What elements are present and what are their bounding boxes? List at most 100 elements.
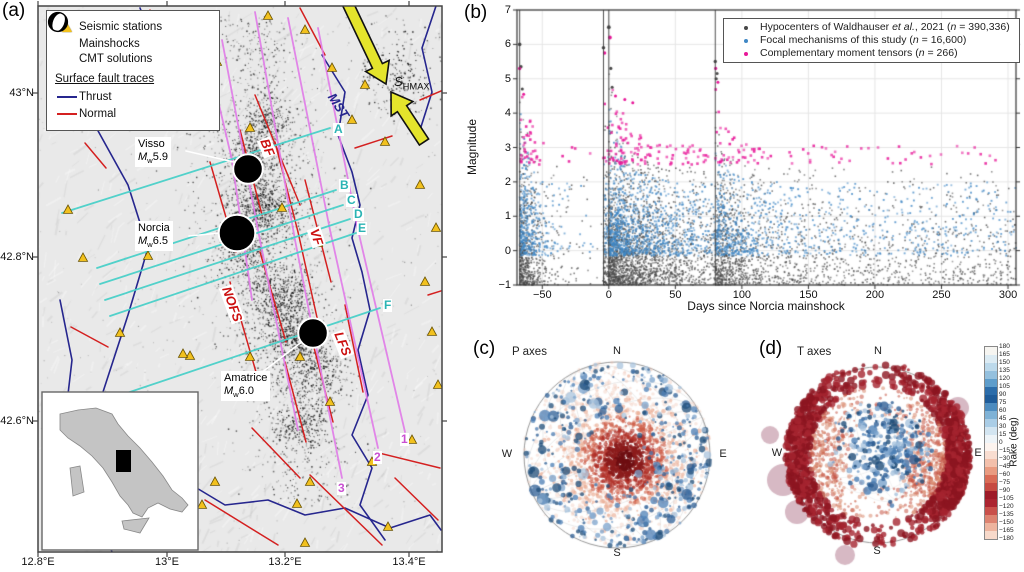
map-lat-tick: 43°N [9,87,34,99]
colorbar-cell [985,491,997,499]
b-x-tick: 250 [932,289,951,301]
seismic-station-marker [142,250,154,260]
d-compass-e: E [974,447,982,459]
b-x-tick: 150 [799,289,818,301]
c-compass-n: N [613,345,621,357]
colorbar-tick: 165 [999,350,1010,358]
map-vector-overlay [33,1,447,557]
b-x-tick: 0 [605,289,612,301]
legend-stations-label: Seismic stations [79,21,163,33]
transect-letter-a: A [333,122,344,137]
colorbar-tick: −165 [999,526,1014,534]
colorbar-cell [985,459,997,467]
scatter-legend: Hypocenters of Waldhauser et al., 2021 (… [723,18,1020,63]
colorbar-cell [985,499,997,507]
shmax-arrow [390,90,430,147]
transect-letter-f: F [383,298,393,313]
colorbar-tick: −45 [999,462,1011,470]
seismic-station-marker [326,62,338,72]
legend-fault-header: Surface fault traces [55,73,155,86]
strand-number-2: 2 [373,450,382,465]
seismic-station-marker [114,327,126,337]
earthquake-label-amatrice: Amatrice Mw6.0 [221,371,271,401]
panel-b-label: (b) [464,2,488,23]
shmax-label: SHMAX [394,74,430,92]
seismic-station-marker [77,252,89,262]
italy-inset-map [41,391,199,551]
b-y-tick: 3 [504,141,511,154]
colorbar-tick: 30 [999,422,1007,430]
d-compass-w: W [771,447,783,459]
colorbar-tick: 75 [999,398,1007,406]
scatter-legend-row: Complementary moment tensors (n = 266) [730,47,1019,60]
seismic-station-marker [432,379,442,389]
colorbar-tick: 105 [999,382,1010,390]
strand-number-3: 3 [337,481,346,496]
seismic-station-marker [430,222,442,232]
seismic-station-marker [244,122,256,132]
b-y-tick: −1 [498,279,511,291]
earthquake-label-visso: Visso Mw5.9 [135,137,172,167]
colorbar-cell [985,515,997,523]
b-x-tick: 100 [732,289,752,301]
colorbar-cell [985,347,997,355]
seismic-station-marker [291,498,303,508]
shmax-arrow [341,6,391,86]
b-y-tick: 6 [504,38,511,51]
colorbar-cell [985,387,997,395]
colorbar-tick: 180 [999,342,1010,350]
colorbar-tick: 150 [999,358,1010,366]
colorbar-tick: −180 [999,534,1014,542]
stereonet-canvas [462,330,1024,572]
d-compass-n: N [874,345,882,357]
colorbar-cell [985,483,997,491]
b-y-tick: 4 [504,107,511,120]
c-compass-e: E [719,448,727,460]
colorbar-cell [985,363,997,371]
colorbar-cell [985,451,997,459]
colorbar-cell [985,443,997,451]
b-y-tick: 7 [504,4,511,16]
seismic-station-marker [406,434,418,444]
seismic-station-marker [426,326,438,336]
strand-number-1: 1 [400,432,409,447]
legend-normal-label: Normal [79,107,117,120]
seismic-station-marker [294,351,306,361]
seismic-station-marker [346,114,358,124]
seismic-station-marker [299,537,311,547]
colorbar-cell [985,371,997,379]
colorbar-title: Rake (deg) [1008,417,1020,467]
scatter-legend-row: Hypocenters of Waldhauser et al., 2021 (… [730,21,1019,34]
b-x-tick: 300 [998,289,1018,301]
map-lat-tick: 42.6°N [0,415,34,427]
colorbar-tick: −60 [999,470,1011,478]
colorbar-cell [985,523,997,531]
colorbar-cell [985,435,997,443]
colorbar-cell [985,531,997,539]
panel-c-label: (c) [473,338,496,359]
map-legend: Seismic stations Mainshocks CMT solution… [46,10,220,132]
panel-a-label: (a) [2,0,26,21]
seismic-station-marker [209,476,221,486]
mainshock-beachball [297,317,329,349]
t-axes-title: T axes [797,346,832,358]
seismic-station-marker [324,396,336,406]
colorbar-tick: −150 [999,518,1014,526]
seismic-station-marker [244,351,256,361]
station-triangle-icon [55,22,79,32]
map-lon-tick: 12.8°E [21,556,55,568]
earthquake-label-norcia: Norcia Mw6.5 [135,221,173,251]
colorbar-tick: −75 [999,478,1011,486]
colorbar-tick: 45 [999,414,1007,422]
seismic-station-marker [276,202,288,212]
scatter-legend-row: Focal mechanisms of this study (n = 16,6… [730,34,1019,47]
transect-letter-c: C [346,193,357,208]
c-compass-s: S [613,547,621,559]
colorbar-tick: −90 [999,486,1011,494]
colorbar-tick: 60 [999,406,1007,414]
seismic-station-marker [359,79,371,89]
transect-letter-e: E [357,221,368,236]
map-lon-tick: 13.4°E [392,556,426,568]
colorbar-cell [985,379,997,387]
